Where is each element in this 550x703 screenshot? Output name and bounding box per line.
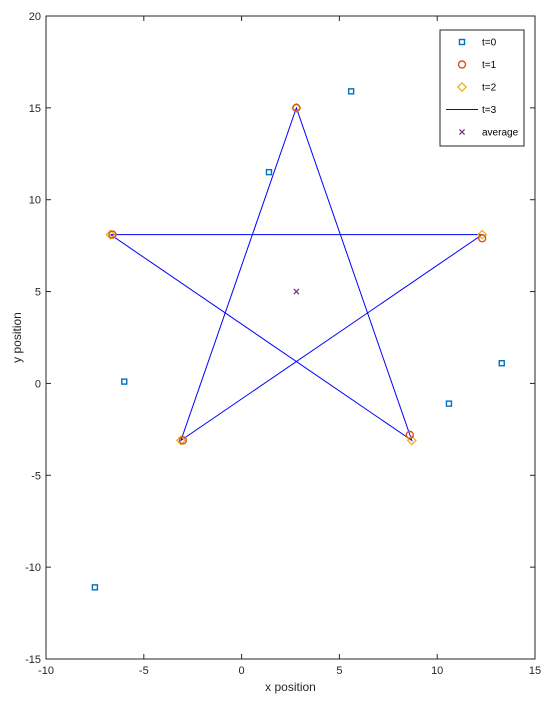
x-tick-label: 5	[336, 665, 342, 677]
legend-item: t=1	[457, 60, 497, 71]
y-tick-label: 10	[29, 195, 41, 207]
series-t-1	[108, 103, 487, 445]
data-point	[105, 229, 116, 240]
legend-item: t=0	[458, 38, 497, 49]
data-point	[91, 584, 99, 591]
data-point	[175, 435, 187, 446]
x-tick-label: -10	[38, 665, 54, 677]
chart-marks	[91, 88, 505, 591]
y-tick-label: 0	[35, 378, 41, 390]
legend: t=0 t=1 t=2 t=3 average	[439, 29, 525, 147]
legend-marker	[458, 38, 466, 46]
series-t-0	[91, 88, 505, 591]
data-point	[477, 234, 487, 243]
legend-label: average	[482, 128, 519, 139]
y-axis-label: y position	[10, 312, 24, 363]
legend-label: t=2	[482, 83, 497, 94]
data-point	[265, 168, 273, 176]
data-point	[292, 103, 301, 113]
series-line	[110, 106, 484, 442]
x-tick-label: 0	[239, 665, 245, 677]
plot-frame	[45, 15, 536, 660]
data-point	[405, 430, 415, 440]
y-tick-label: -10	[25, 562, 41, 574]
x-tick-label: 10	[431, 665, 443, 677]
y-tick-label: 5	[35, 287, 41, 299]
legend-label: t=0	[482, 38, 497, 49]
data-point	[477, 229, 488, 240]
series-average	[293, 288, 300, 295]
series-t-3	[110, 106, 484, 442]
legend-item: t=3	[446, 105, 497, 116]
x-axis-label: x position	[265, 680, 316, 694]
legend-item: t=2	[456, 81, 497, 94]
legend-item: average	[458, 128, 519, 139]
legend-marker	[458, 128, 466, 136]
legend-marker	[457, 60, 467, 69]
y-tick-label: 20	[29, 11, 41, 23]
data-point	[498, 360, 505, 367]
axes	[45, 15, 536, 660]
data-point	[347, 88, 355, 95]
x-tick-label: 15	[529, 665, 541, 677]
y-tick-label: -15	[25, 654, 41, 666]
data-point	[293, 288, 300, 295]
data-point	[108, 230, 117, 239]
x-tick-label: -5	[139, 665, 149, 677]
legend-label: t=1	[482, 60, 497, 71]
legend-marker	[456, 81, 468, 93]
legend-box	[439, 29, 525, 147]
data-point	[178, 436, 188, 445]
data-point	[445, 400, 453, 407]
data-point	[121, 378, 128, 385]
y-tick-label: -5	[31, 470, 41, 482]
y-tick-label: 15	[29, 103, 41, 115]
legend-label: t=3	[482, 105, 497, 116]
